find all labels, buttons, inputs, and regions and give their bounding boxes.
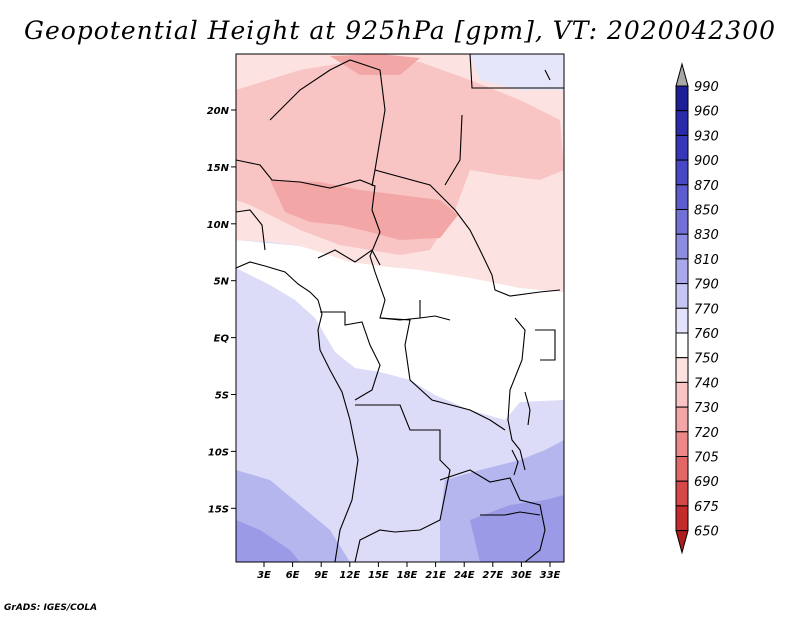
colorbar-box: [675, 357, 689, 383]
colorbar: 990 960 930 900 870 850 830 810 790 770 760 750 740 7…: [675, 62, 719, 555]
colorbar-level-label: 730: [694, 401, 719, 416]
colorbar-level-label: 650: [694, 525, 719, 540]
colorbar-level-label: 850: [694, 204, 719, 219]
border-cameroon: [317, 249, 381, 266]
border-niger: [269, 59, 386, 187]
border-east: [507, 317, 526, 471]
longitude-axis: 3E 6E 9E 12E 15E 18E 21E 24E 27E 30E 33E: [257, 562, 561, 581]
lat-tick-label: 15N: [207, 163, 230, 174]
field-pink-north: [330, 54, 420, 75]
colorbar-level-label: 760: [694, 327, 719, 342]
colorbar-level-label: 690: [694, 475, 719, 490]
lon-tick-label: 30E: [511, 570, 532, 581]
colorbar-box: [675, 431, 689, 457]
map-frame: [235, 53, 565, 563]
lat-tick-label: 5S: [215, 391, 229, 402]
lat-tick-label: 5N: [214, 277, 230, 288]
lon-tick-label: 18E: [397, 570, 418, 581]
colorbar-box: [675, 456, 689, 482]
colorbar-box: [675, 406, 689, 433]
colorbar-box: [675, 283, 689, 309]
lake-tanganyika: [511, 449, 519, 476]
lon-tick-label: 15E: [368, 570, 389, 581]
colorbar-box: [675, 110, 689, 136]
colorbar-box: [675, 480, 689, 507]
border-angola: [354, 404, 451, 562]
colorbar-level-label: 750: [694, 352, 719, 367]
colorbar-level-label: 960: [694, 105, 719, 120]
lon-tick-label: 24E: [454, 570, 475, 581]
border-drc: [379, 317, 506, 431]
colorbar-box: [675, 258, 689, 285]
lon-tick-label: 6E: [286, 570, 300, 581]
colorbar-box: [675, 332, 689, 359]
lat-tick-label: 10S: [208, 447, 229, 458]
colorbar-box: [675, 381, 689, 408]
colorbar-level-label: 870: [694, 179, 719, 194]
lon-tick-label: 33E: [540, 570, 561, 581]
colorbar-level-label: 790: [694, 278, 719, 293]
colorbar-box: [675, 184, 689, 211]
map-boundaries: [236, 54, 564, 562]
lon-tick-label: 3E: [257, 570, 271, 581]
lon-tick-label: 9E: [314, 570, 328, 581]
colorbar-top-arrow: [675, 62, 689, 87]
lat-tick-label: 10N: [207, 220, 230, 231]
colorbar-level-label: 830: [694, 228, 719, 243]
lat-tick-label: 15S: [208, 504, 229, 515]
border-coast-wa: [236, 209, 266, 251]
lake-congo: [419, 315, 451, 321]
border-zambezi: [480, 511, 541, 516]
colorbar-box: [675, 209, 689, 235]
colorbar-level-label: 720: [694, 426, 719, 441]
colorbar-bottom-arrow: [675, 530, 689, 555]
colorbar-level-label: 740: [694, 376, 719, 391]
coastline-west: [236, 261, 359, 562]
border-libya: [469, 54, 564, 89]
colorbar-level-label: 900: [694, 154, 719, 169]
colorbar-level-label: 810: [694, 253, 719, 268]
colorbar-level-label: 675: [694, 500, 719, 515]
colorbar-box: [675, 159, 689, 186]
colorbar-level-label: 990: [694, 80, 719, 95]
lake-kivu: [524, 391, 531, 426]
latitude-axis: 20N 15N 10N 5N EQ 5S 10S 15S: [207, 106, 236, 515]
colorbar-level-label: 770: [694, 302, 719, 317]
field-blue-sw-deep: [236, 520, 300, 562]
field-pink-core: [270, 180, 458, 240]
lat-tick-label: EQ: [214, 334, 230, 345]
colorbar-box: [675, 307, 689, 334]
lat-tick-label: 20N: [207, 106, 230, 117]
colorbar-box: [675, 505, 689, 532]
border-chad-sudan: [374, 169, 561, 297]
field-blue-ne: [470, 54, 564, 90]
geopotential-field: [236, 54, 564, 562]
colorbar-box: [675, 134, 689, 161]
colorbar-box: [675, 233, 689, 260]
lon-tick-label: 27E: [482, 570, 503, 581]
border-gabon-congo: [320, 311, 381, 401]
border-uganda: [535, 329, 556, 361]
chart-title: Geopotential Height at 925hPa [gpm], VT:…: [23, 16, 777, 45]
border-zambia: [439, 469, 546, 562]
colorbar-box: [675, 85, 689, 112]
grads-credit: GrADS: IGES/COLA: [4, 603, 98, 613]
colorbar-level-label: 930: [694, 129, 719, 144]
lon-tick-label: 12E: [339, 570, 360, 581]
border-chad-north: [444, 114, 463, 186]
field-blue-se-deep: [470, 495, 564, 562]
lon-tick-label: 21E: [425, 570, 446, 581]
border-coast-ne: [544, 69, 551, 81]
field-white-band: [236, 240, 564, 420]
colorbar-level-label: 705: [694, 451, 719, 466]
